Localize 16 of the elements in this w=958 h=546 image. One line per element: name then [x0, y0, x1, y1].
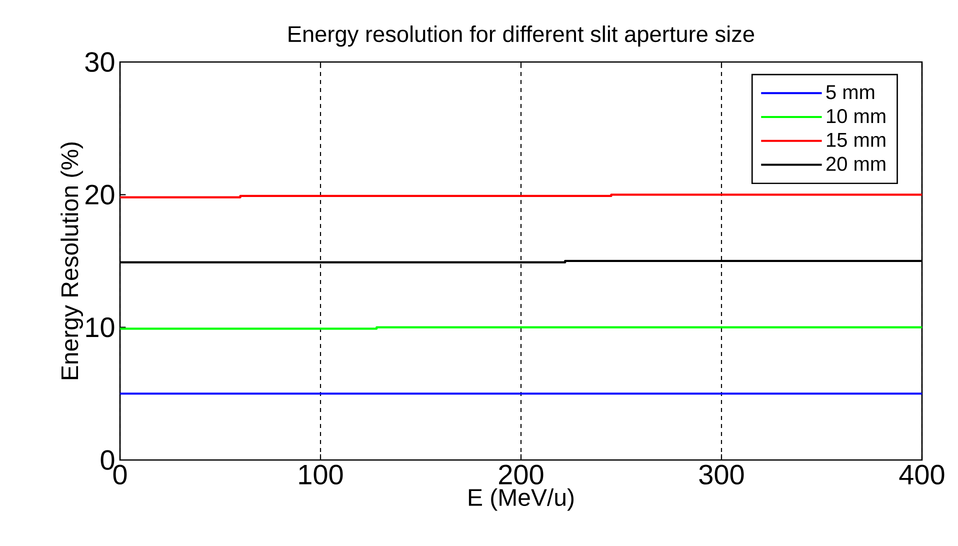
- y-tick-label: 10: [86, 317, 114, 338]
- y-tick-label: 30: [85, 52, 114, 72]
- legend-label: 20 mm: [826, 156, 886, 171]
- x-tick-label: 100: [299, 464, 343, 485]
- x-tick-label: 0: [113, 464, 127, 485]
- x-tick-label: 400: [899, 464, 944, 485]
- x-axis-title: E (MeV/u): [468, 488, 574, 511]
- chart-title: Energy resolution for different slit aperture size: [288, 26, 754, 47]
- y-tick-label: 20: [86, 184, 114, 205]
- legend-label: 15 mm: [827, 132, 886, 147]
- legend-label: 5 mm: [826, 85, 874, 100]
- legend-label: 10 mm: [827, 109, 886, 124]
- y-axis-title: Energy Resolution (%): [60, 142, 83, 380]
- x-tick-label: 300: [699, 464, 744, 485]
- x-tick-label: 200: [499, 464, 544, 485]
- y-tick-label: 0: [100, 450, 114, 470]
